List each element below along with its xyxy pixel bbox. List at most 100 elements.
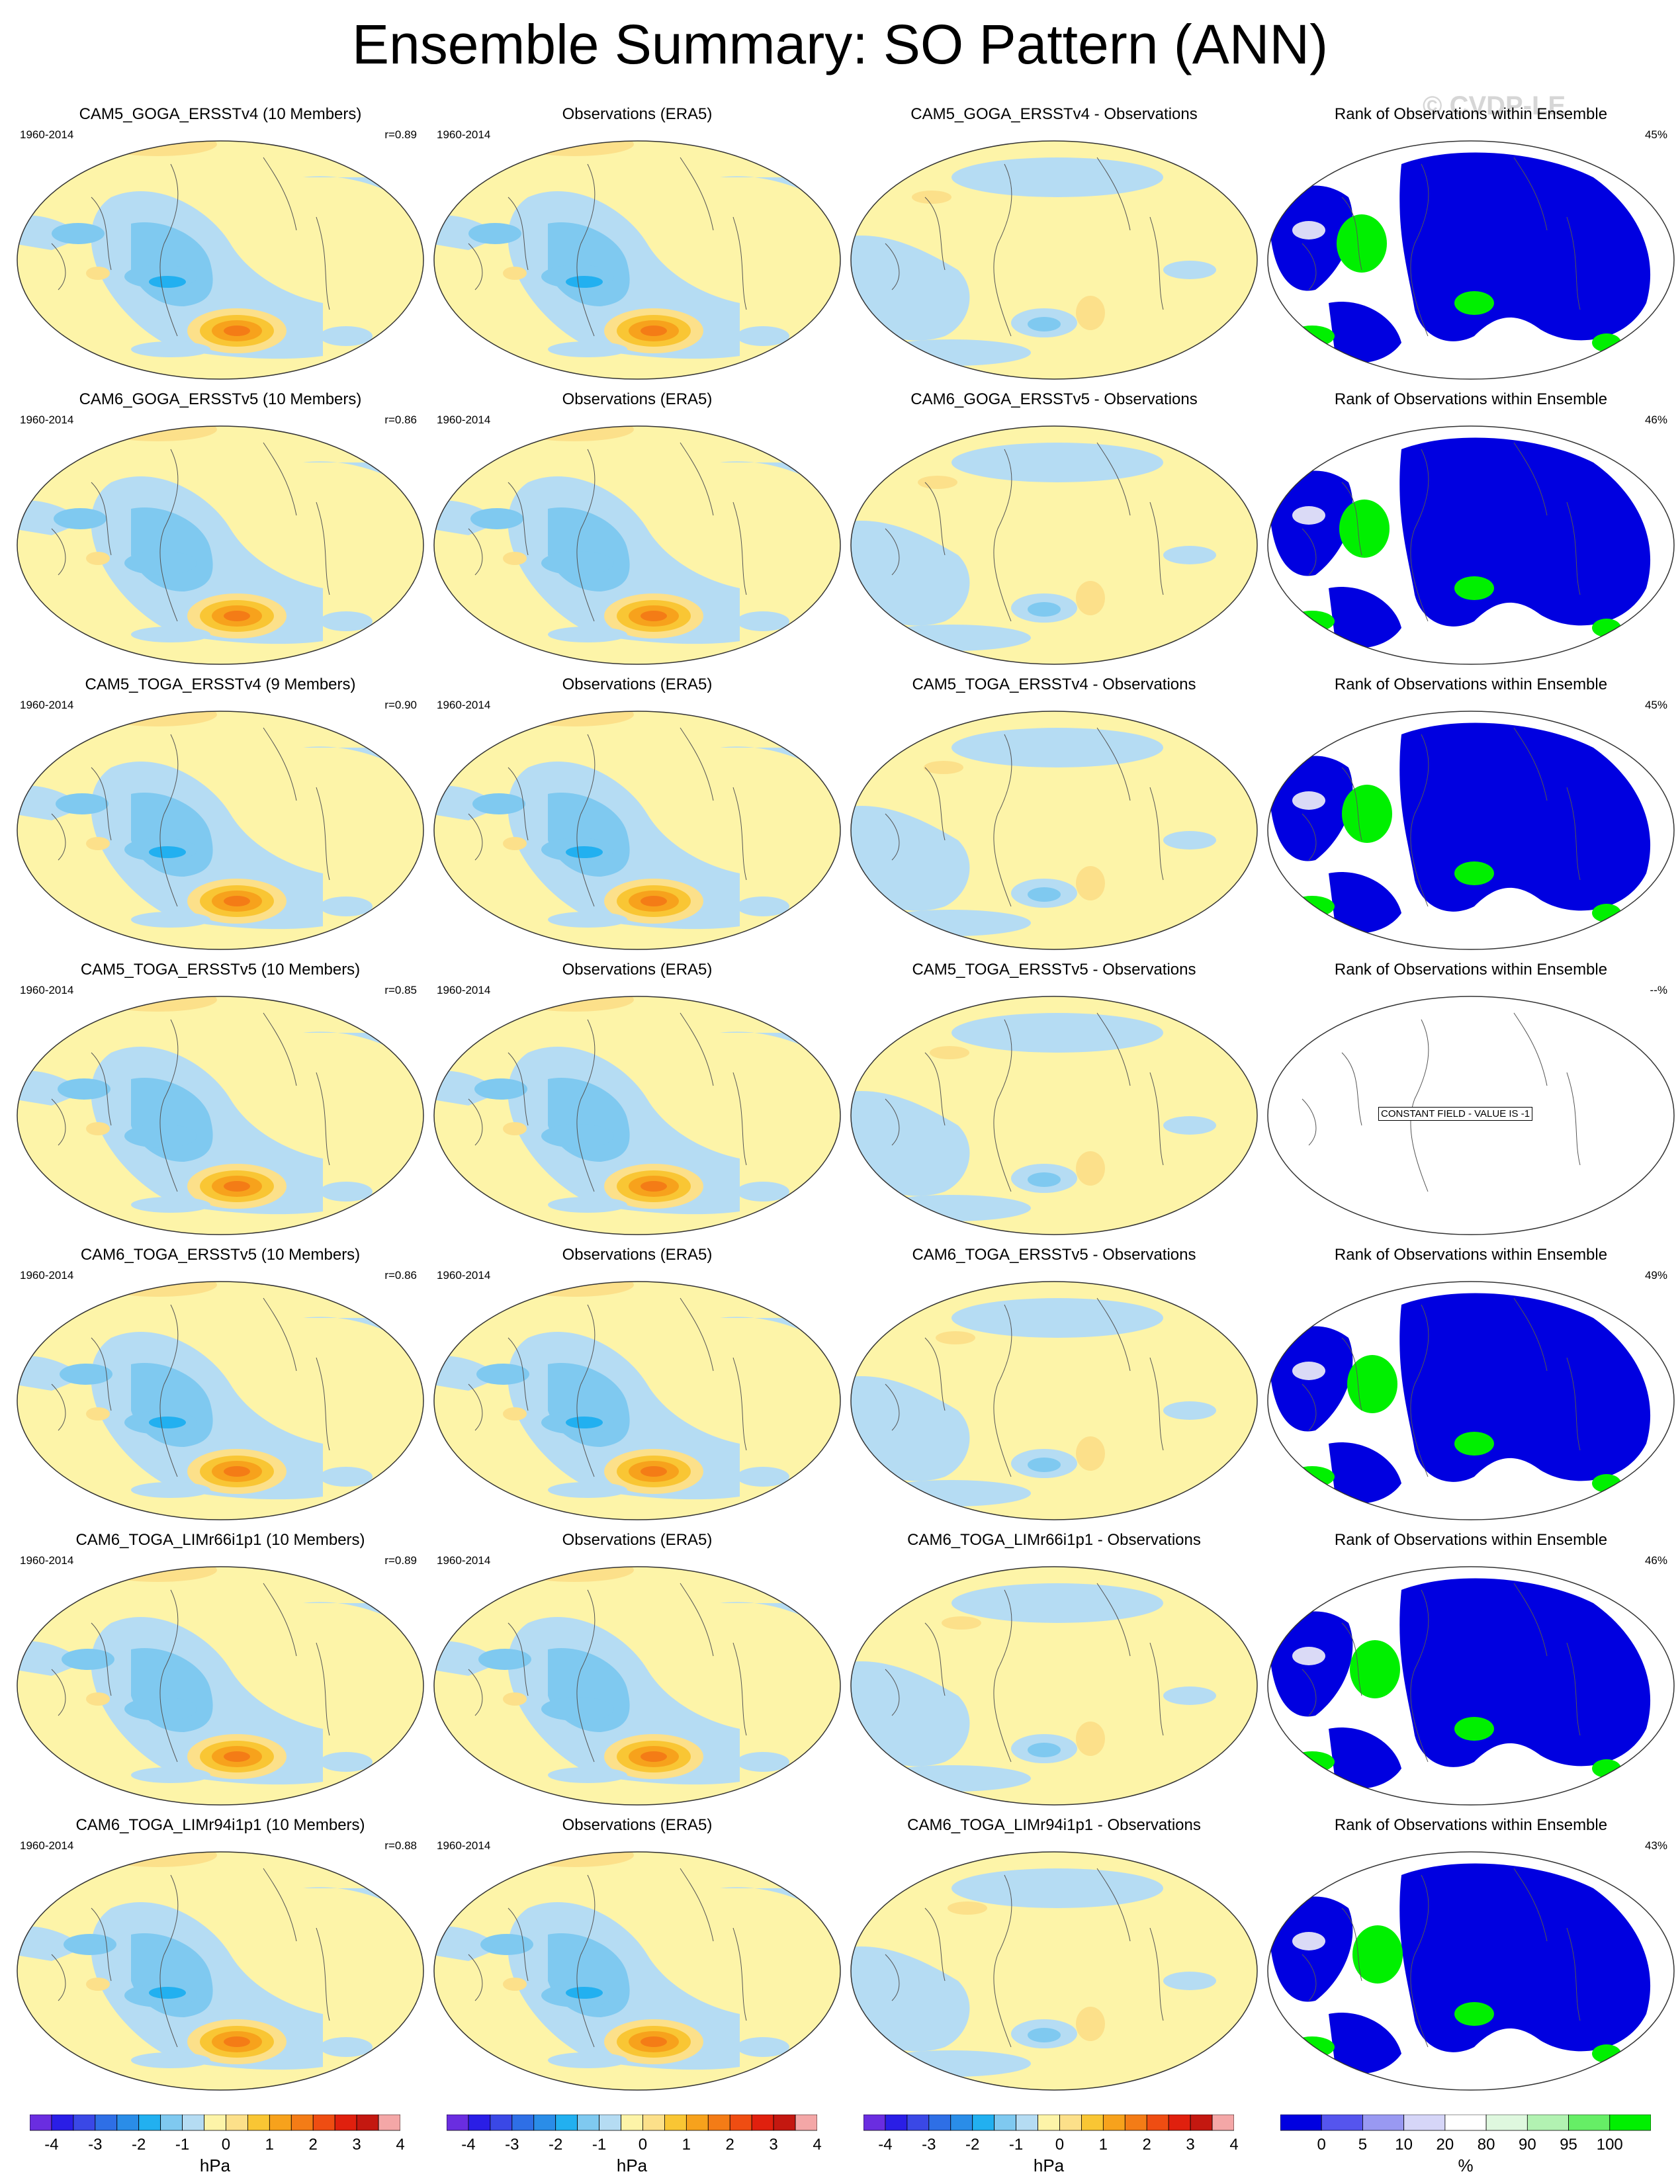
period-label: 1960-2014 (437, 699, 491, 711)
map-panel-obs: Observations (ERA5) 1960-2014 (429, 390, 846, 674)
map-plot (850, 425, 1258, 665)
map-panel-rank: Rank of Observations within Ensemble 45% (1262, 105, 1679, 389)
panel-title: Observations (ERA5) (562, 1531, 713, 1549)
colorbar-tick: -2 (965, 2136, 980, 2154)
figure-title: Ensemble Summary: SO Pattern (ANN) (351, 13, 1329, 75)
map-plot (1267, 1566, 1675, 1806)
panel-title: CAM6_GOGA_ERSSTv5 - Observations (910, 390, 1198, 408)
map-panel-diff: CAM5_TOGA_ERSSTv4 - Observations (846, 675, 1262, 959)
map-panel-rank: Rank of Observations within Ensemble 46% (1262, 390, 1679, 674)
panel-title: CAM5_GOGA_ERSSTv4 (10 Members) (79, 105, 362, 123)
map-panel-obs: Observations (ERA5) 1960-2014 (429, 1815, 846, 2100)
map-panel-ens: CAM6_TOGA_ERSSTv5 (10 Members) 1960-2014 r… (12, 1245, 429, 1530)
colorbar-swatch (1081, 2114, 1104, 2131)
map-panel-ens: CAM5_TOGA_ERSSTv5 (10 Members) 1960-2014 r… (12, 960, 429, 1245)
panel-title: Observations (ERA5) (562, 390, 713, 408)
colorbar-tick: 3 (769, 2136, 778, 2154)
panel-title: Rank of Observations within Ensemble (1334, 1816, 1608, 1834)
colorbar-tick: -1 (592, 2136, 607, 2154)
panel-title: Observations (ERA5) (562, 1816, 713, 1834)
map-panel-obs: Observations (ERA5) 1960-2014 (429, 1530, 846, 1815)
colorbar-swatch (511, 2114, 535, 2131)
correlation-label: r=0.89 (384, 128, 417, 141)
panel-title: Observations (ERA5) (562, 105, 713, 123)
colorbar-swatch (577, 2114, 599, 2131)
colorbar-swatch (1403, 2114, 1446, 2131)
map-plot (850, 711, 1258, 950)
colorbar-swatch (1362, 2114, 1405, 2131)
colorbar-unit: hPa (1033, 2156, 1065, 2175)
map-plot (17, 711, 424, 950)
colorbar-swatch (1102, 2114, 1126, 2131)
panel-title: CAM5_TOGA_ERSSTv4 - Observations (912, 676, 1196, 693)
map-plot (850, 996, 1258, 1235)
colorbar-swatch (751, 2114, 774, 2131)
map-panel-ens: CAM6_GOGA_ERSSTv5 (10 Members) 1960-2014 r… (12, 390, 429, 674)
colorbar-tick: 2 (725, 2136, 734, 2154)
colorbar-tick: 10 (1395, 2136, 1413, 2154)
colorbar-swatch (247, 2114, 270, 2131)
colorbar-swatch (1146, 2114, 1169, 2131)
panel-title: Rank of Observations within Ensemble (1334, 961, 1608, 979)
colorbar-tick: -1 (1008, 2136, 1024, 2154)
colorbar-tick: -4 (44, 2136, 59, 2154)
panel-title: CAM6_TOGA_LIMr94i1p1 (10 Members) (75, 1816, 365, 1834)
colorbar-tick: 1 (1098, 2136, 1108, 2154)
map-panel-obs: Observations (ERA5) 1960-2014 (429, 675, 846, 959)
map-plot (850, 1851, 1258, 2091)
colorbar-swatch (928, 2114, 951, 2131)
map-panel-diff: CAM5_TOGA_ERSSTv5 - Observations (846, 960, 1262, 1245)
correlation-label: r=0.86 (384, 1269, 417, 1282)
colorbar-swatch (29, 2114, 52, 2131)
colorbar-swatches (863, 2114, 1235, 2131)
map-panel-obs: Observations (ERA5) 1960-2014 (429, 960, 846, 1245)
panel-title: CAM5_TOGA_ERSSTv5 - Observations (912, 961, 1196, 979)
colorbar-swatch (468, 2114, 491, 2131)
colorbar-tick: -2 (132, 2136, 146, 2154)
percent-label: 43% (1644, 1839, 1667, 1852)
period-label: 1960-2014 (20, 1269, 74, 1282)
colorbar-swatch (863, 2114, 886, 2131)
map-plot (17, 425, 424, 665)
period-label: 1960-2014 (437, 1269, 491, 1282)
colorbar-swatch (664, 2114, 687, 2131)
colorbar-tick: 3 (1186, 2136, 1195, 2154)
colorbar-swatch (599, 2114, 621, 2131)
correlation-label: r=0.85 (384, 984, 417, 996)
map-panel-rank: Rank of Observations within Ensemble 49% (1262, 1245, 1679, 1530)
colorbar-tick: 2 (1142, 2136, 1151, 2154)
colorbar-swatch (378, 2114, 401, 2131)
colorbar-swatch (773, 2114, 796, 2131)
period-label: 1960-2014 (20, 1554, 74, 1567)
colorbar-swatch (642, 2114, 665, 2131)
correlation-label: r=0.90 (384, 699, 417, 711)
colorbar-tick: 3 (352, 2136, 361, 2154)
colorbar-swatch (1280, 2114, 1322, 2131)
map-plot (850, 140, 1258, 380)
period-label: 1960-2014 (20, 414, 74, 426)
colorbar-swatch (312, 2114, 335, 2131)
map-panel-rank: Rank of Observations within Ensemble 46% (1262, 1530, 1679, 1815)
colorbar-tick: 0 (221, 2136, 231, 2154)
colorbar-swatch (116, 2114, 140, 2131)
percent-label: 45% (1644, 128, 1667, 141)
colorbar-tick: 1 (265, 2136, 275, 2154)
colorbar-unit: % (1458, 2156, 1474, 2175)
panel-title: CAM6_TOGA_LIMr94i1p1 - Observations (907, 1816, 1201, 1834)
map-plot (433, 1851, 841, 2091)
colorbar-tick: -2 (549, 2136, 563, 2154)
colorbar-swatch (621, 2114, 643, 2131)
constant-field-label: CONSTANT FIELD - VALUE IS -1 (1378, 1107, 1533, 1121)
colorbar-tick: 0 (1055, 2136, 1065, 2154)
panel-title: CAM6_TOGA_ERSSTv5 (10 Members) (80, 1246, 361, 1264)
map-plot (17, 1851, 424, 2091)
panel-title: CAM6_TOGA_LIMr66i1p1 - Observations (907, 1531, 1201, 1549)
map-plot (850, 1566, 1258, 1806)
colorbar-swatch (994, 2114, 1016, 2131)
percent-label: 46% (1644, 1554, 1667, 1567)
colorbar-swatch (1444, 2114, 1487, 2131)
colorbar-tick: 2 (308, 2136, 318, 2154)
colorbar-swatch (204, 2114, 226, 2131)
colorbar-swatch (226, 2114, 248, 2131)
period-label: 1960-2014 (437, 984, 491, 996)
